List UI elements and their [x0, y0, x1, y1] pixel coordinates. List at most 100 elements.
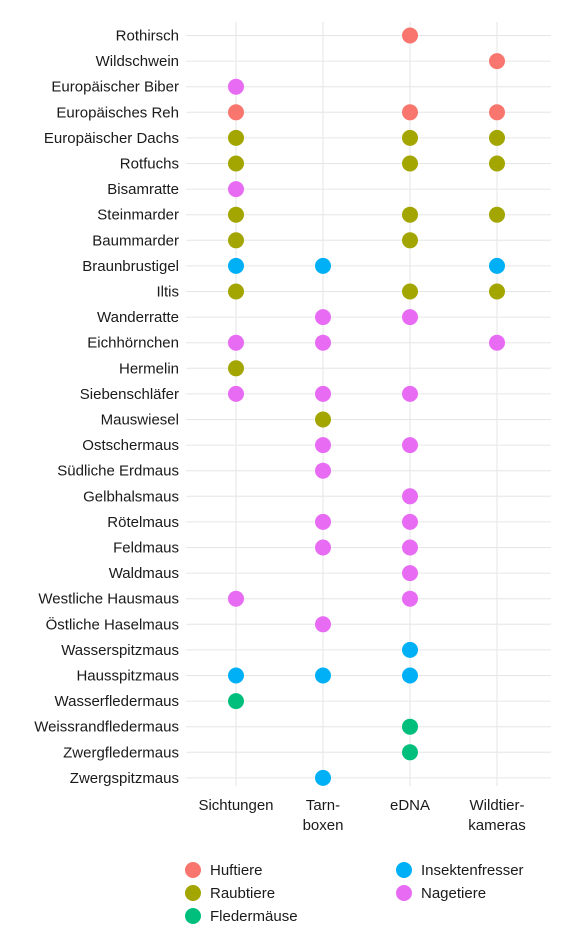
- point-europaisches-reh-wildtierkameras: [489, 104, 505, 121]
- y-tick-label: Westliche Hausmaus: [38, 591, 179, 608]
- point-hermelin-sichtungen: [228, 360, 244, 377]
- y-tick-label: Wanderratte: [97, 309, 179, 326]
- point-europaischer-dachs-edna: [402, 129, 418, 146]
- legend-label-insektenfresser: Insektenfresser: [421, 862, 524, 879]
- y-tick-label: Rötelmaus: [107, 514, 179, 531]
- y-tick-label: Zwergfledermaus: [63, 744, 179, 761]
- y-tick-label: Mauswiesel: [101, 412, 179, 429]
- y-tick-label: Ostschermaus: [82, 437, 179, 454]
- y-tick-label: Östliche Haselmaus: [46, 615, 179, 633]
- y-axis-labels: Rothirsch Wildschwein Europäischer Biber Eu…: [34, 28, 179, 787]
- point-eichhornchen-tarnboxen: [315, 334, 331, 351]
- y-tick-label: Europäisches Reh: [56, 104, 179, 121]
- y-tick-label: Rotfuchs: [120, 156, 179, 173]
- point-westliche-hausmaus-sichtungen: [228, 590, 244, 607]
- point-rothirsch-edna: [402, 27, 418, 44]
- point-europaisches-reh-edna: [402, 104, 418, 121]
- x-tick-label-wildtierkameras: kameras: [468, 817, 526, 834]
- legend-key-nagetiere: [396, 885, 412, 901]
- legend-key-raubtiere: [185, 885, 201, 901]
- point-europaisches-reh-sichtungen: [228, 104, 244, 121]
- y-tick-label: Eichhörnchen: [87, 335, 179, 352]
- point-westliche-hausmaus-edna: [402, 590, 418, 607]
- point-waldmaus-edna: [402, 565, 418, 582]
- x-tick-label-sichtungen: Sichtungen: [198, 797, 273, 814]
- point-feldmaus-tarnboxen: [315, 539, 331, 556]
- legend-key-insektenfresser: [396, 862, 412, 878]
- point-baummarder-edna: [402, 232, 418, 249]
- point-siebenschlafer-edna: [402, 385, 418, 402]
- point-rotfuchs-wildtierkameras: [489, 155, 505, 172]
- y-tick-label: Südliche Erdmaus: [57, 463, 179, 480]
- point-mauswiesel-tarnboxen: [315, 411, 331, 428]
- legend-label-raubtiere: Raubtiere: [210, 885, 275, 902]
- point-eichhornchen-sichtungen: [228, 334, 244, 351]
- y-tick-label: Wildschwein: [96, 53, 179, 70]
- y-tick-label: Hermelin: [119, 360, 179, 377]
- point-ostliche-haselmaus-tarnboxen: [315, 616, 331, 633]
- y-tick-label: Baummarder: [92, 232, 179, 249]
- point-wanderratte-tarnboxen: [315, 309, 331, 326]
- point-bisamratte-sichtungen: [228, 181, 244, 198]
- point-iltis-sichtungen: [228, 283, 244, 300]
- point-iltis-edna: [402, 283, 418, 300]
- point-iltis-wildtierkameras: [489, 283, 505, 300]
- point-rotelmaus-tarnboxen: [315, 513, 331, 530]
- point-steinmarder-sichtungen: [228, 206, 244, 223]
- point-braunbrustigel-wildtierkameras: [489, 257, 505, 274]
- y-tick-label: Weissrandfledermaus: [34, 719, 179, 736]
- y-tick-label: Gelbhalsmaus: [83, 488, 179, 505]
- point-siebenschlafer-tarnboxen: [315, 385, 331, 402]
- x-tick-label-wildtierkameras: Wildtier-: [470, 797, 525, 814]
- point-wasserspitzmaus-edna: [402, 641, 418, 658]
- y-tick-label: Europäischer Biber: [51, 79, 179, 96]
- legend-key-fledermaeuse: [185, 908, 201, 924]
- x-tick-label-tarnboxen: boxen: [303, 817, 344, 834]
- point-rotfuchs-sichtungen: [228, 155, 244, 172]
- point-steinmarder-wildtierkameras: [489, 206, 505, 223]
- data-points: [228, 27, 505, 786]
- point-europaischer-dachs-wildtierkameras: [489, 129, 505, 146]
- point-wanderratte-edna: [402, 309, 418, 326]
- point-rotfuchs-edna: [402, 155, 418, 172]
- y-tick-label: Wasserspitzmaus: [61, 642, 179, 659]
- point-hausspitzmaus-edna: [402, 667, 418, 684]
- point-siebenschlafer-sichtungen: [228, 385, 244, 402]
- y-tick-label: Zwergspitzmaus: [70, 770, 179, 787]
- point-hausspitzmaus-tarnboxen: [315, 667, 331, 684]
- legend-label-nagetiere: Nagetiere: [421, 885, 486, 902]
- point-braunbrustigel-sichtungen: [228, 257, 244, 274]
- y-tick-label: Bisamratte: [107, 181, 179, 198]
- point-weissrandfledermaus-edna: [402, 718, 418, 735]
- y-tick-label: Hausspitzmaus: [76, 668, 179, 685]
- y-tick-label: Braunbrustigel: [82, 258, 179, 275]
- y-tick-label: Waldmaus: [109, 565, 179, 582]
- point-steinmarder-edna: [402, 206, 418, 223]
- point-europaischer-biber-sichtungen: [228, 78, 244, 95]
- point-feldmaus-edna: [402, 539, 418, 556]
- point-braunbrustigel-tarnboxen: [315, 257, 331, 274]
- point-hausspitzmaus-sichtungen: [228, 667, 244, 684]
- x-axis-labels: Sichtungen Tarn-boxen eDNA Wildtier-kameras: [198, 797, 525, 834]
- point-wasserfledermaus-sichtungen: [228, 693, 244, 710]
- legend: Huftiere Raubtiere Fledermäuse Insektenfres…: [185, 862, 524, 925]
- x-tick-label-tarnboxen: Tarn-: [306, 797, 340, 814]
- point-eichhornchen-wildtierkameras: [489, 334, 505, 351]
- y-tick-label: Feldmaus: [113, 540, 179, 557]
- y-tick-label: Iltis: [157, 284, 180, 301]
- y-tick-label: Europäischer Dachs: [44, 130, 179, 147]
- point-wildschwein-wildtierkameras: [489, 53, 505, 70]
- y-tick-label: Rothirsch: [116, 28, 179, 45]
- point-zwergfledermaus-edna: [402, 744, 418, 761]
- point-ostschermaus-edna: [402, 437, 418, 454]
- y-tick-label: Steinmarder: [97, 207, 179, 224]
- y-tick-label: Wasserfledermaus: [55, 693, 179, 710]
- point-sudliche-erdmaus-tarnboxen: [315, 462, 331, 479]
- x-tick-label-edna: eDNA: [390, 797, 430, 814]
- legend-label-fledermaeuse: Fledermäuse: [210, 908, 298, 925]
- point-rotelmaus-edna: [402, 513, 418, 530]
- point-zwergspitzmaus-tarnboxen: [315, 769, 331, 786]
- point-baummarder-sichtungen: [228, 232, 244, 249]
- legend-label-huftiere: Huftiere: [210, 862, 263, 879]
